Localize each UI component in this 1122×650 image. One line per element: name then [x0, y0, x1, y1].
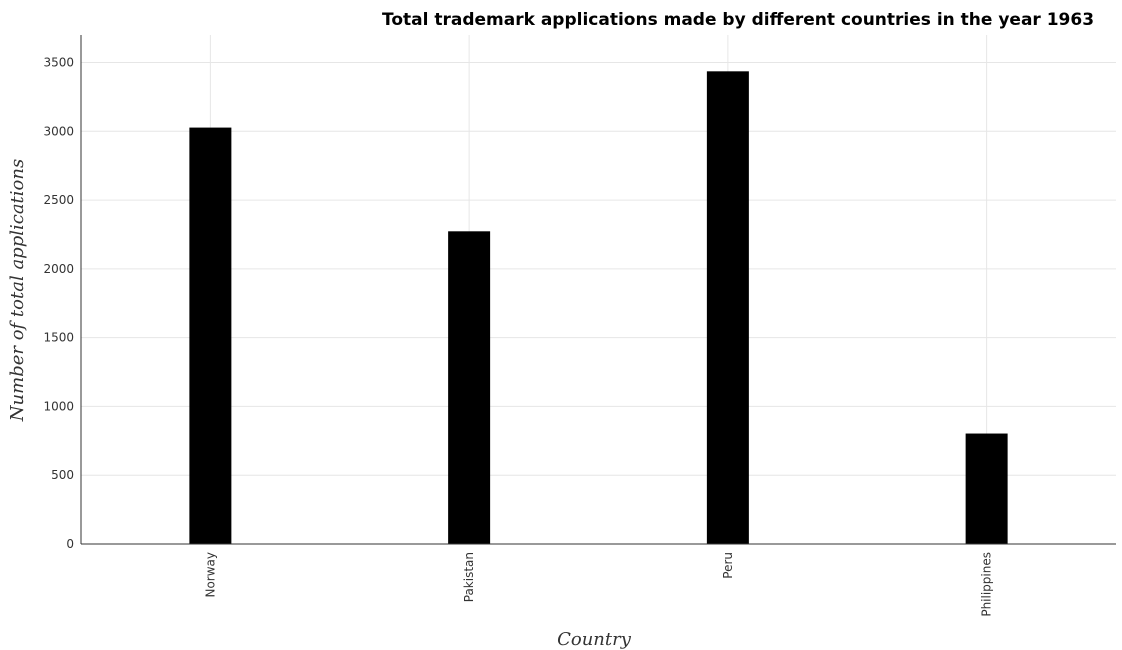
bar-pakistan: [448, 231, 491, 545]
bars: [189, 71, 1008, 545]
axes: [80, 35, 1116, 545]
x-tick-label: Norway: [203, 552, 217, 598]
y-tick-label: 0: [66, 537, 74, 551]
bar-norway: [189, 127, 232, 544]
x-tick-label: Peru: [721, 552, 735, 579]
y-axis-label: Number of total applications: [7, 159, 28, 422]
y-tick-label: 2500: [43, 193, 74, 207]
bar-philippines: [965, 433, 1008, 544]
y-tick-label: 500: [51, 468, 74, 482]
y-tick-label: 1000: [43, 399, 74, 413]
x-tick-label: Pakistan: [462, 552, 476, 602]
grid: [81, 35, 1116, 545]
y-tick-label: 3000: [43, 124, 74, 138]
chart-title: Total trademark applications made by dif…: [382, 10, 1094, 30]
y-tick-label: 3500: [43, 56, 74, 70]
x-tick-label: Philippines: [980, 552, 994, 617]
bar-peru: [706, 71, 749, 544]
tick-labels: 0 500 1000 1500 2000 2500 3000 3500 Norway Pakist…: [43, 56, 993, 617]
x-axis-label: Country: [557, 629, 632, 650]
y-tick-label: 1500: [43, 331, 74, 345]
y-tick-label: 2000: [43, 262, 74, 276]
